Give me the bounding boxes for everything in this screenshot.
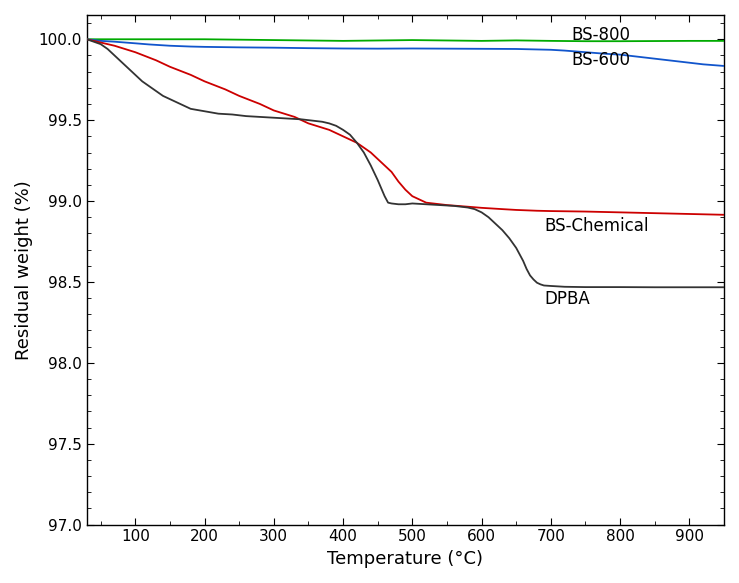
X-axis label: Temperature (°C): Temperature (°C) bbox=[327, 550, 483, 568]
Text: BS-600: BS-600 bbox=[572, 51, 630, 69]
Text: BS-800: BS-800 bbox=[572, 26, 630, 44]
Y-axis label: Residual weight (%): Residual weight (%) bbox=[15, 180, 33, 360]
Text: DPBA: DPBA bbox=[544, 290, 590, 308]
Text: BS-Chemical: BS-Chemical bbox=[544, 217, 648, 235]
